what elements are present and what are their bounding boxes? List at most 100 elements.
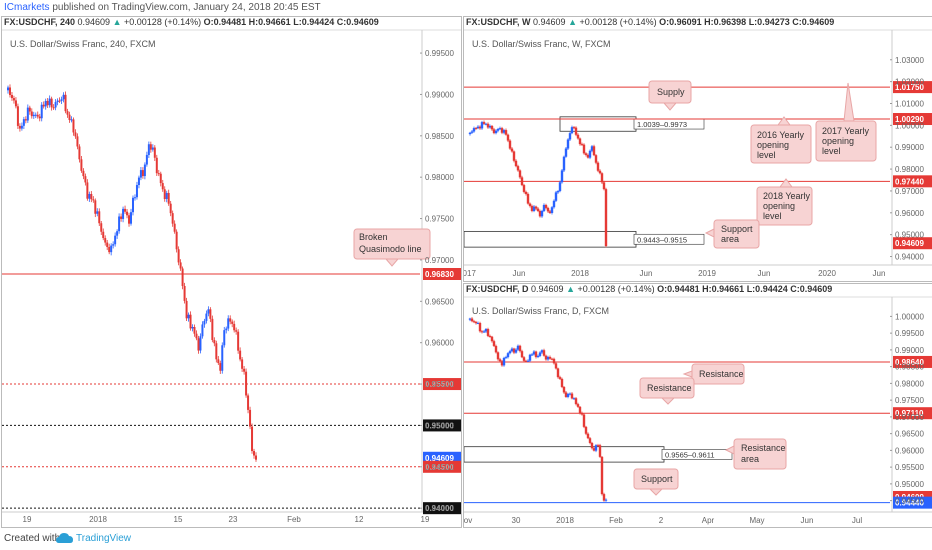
- change-value: +0.00128 (+0.14%): [577, 284, 655, 294]
- candle-body: [68, 114, 71, 120]
- candle-body: [578, 138, 582, 145]
- candle-body: [179, 262, 182, 269]
- published-text: published on TradingView.com, January 24…: [49, 2, 321, 13]
- x-tick-label: ov: [464, 516, 472, 525]
- zone-label-box: [661, 449, 733, 460]
- callout-text-line: area: [721, 234, 739, 244]
- candle-body: [153, 147, 156, 158]
- candle-body: [30, 111, 33, 117]
- candle-body: [566, 139, 570, 149]
- callout-broken-qm[interactable]: Broken Quasimodo line: [353, 228, 431, 267]
- candle-body: [76, 136, 79, 147]
- chart-panel-weekly[interactable]: FX:USDCHF, W 0.94609 ▲ +0.00128 (+0.14%)…: [463, 16, 932, 282]
- callout-2017-yearly[interactable]: 2017 Yearly opening level: [815, 82, 877, 162]
- candle-body: [128, 215, 131, 224]
- candle-body: [235, 330, 238, 332]
- price-tag: [893, 355, 932, 368]
- chart-panel-daily[interactable]: FX:USDCHF, D 0.94609 ▲ +0.00128 (+0.14%)…: [463, 283, 932, 528]
- price-tag: [893, 496, 932, 509]
- open-value: O:0.94481: [203, 17, 247, 27]
- candle-body: [480, 331, 484, 333]
- publisher-brand[interactable]: ICmarkets: [4, 2, 50, 13]
- callout-resistance-1[interactable]: Resistance: [682, 363, 745, 385]
- candle-body: [602, 494, 606, 501]
- candle-body: [558, 377, 562, 379]
- candle-body: [84, 176, 87, 183]
- candle-body: [201, 324, 204, 337]
- created-with-label: Created with: [4, 533, 61, 544]
- candle-body: [42, 104, 45, 107]
- candle-body: [602, 182, 606, 190]
- candle-body: [568, 133, 572, 140]
- price-tag-label: 1.01750: [895, 83, 924, 92]
- candle-body: [604, 499, 608, 501]
- candle-body: [486, 329, 490, 336]
- symbol-label[interactable]: FX:USDCHF, W: [466, 17, 531, 27]
- candle-body: [159, 173, 162, 184]
- change-value: +0.00128 (+0.14%): [124, 17, 202, 27]
- chart-svg-weekly[interactable]: U.S. Dollar/Swiss Franc, W, FXCM 1.0039–…: [464, 17, 932, 281]
- candle-body: [48, 98, 51, 106]
- candle-body: [564, 392, 568, 397]
- chart-panel-240[interactable]: FX:USDCHF, 240 0.94609 ▲ +0.00128 (+0.14…: [1, 16, 462, 528]
- candle-body: [526, 360, 530, 362]
- tradingview-cloud-icon[interactable]: [56, 531, 74, 545]
- chart-svg-daily[interactable]: U.S. Dollar/Swiss Franc, D, FXCM 0.9565–…: [464, 284, 932, 527]
- candle-body: [145, 154, 148, 165]
- callout-resistance-area[interactable]: Resistance area: [724, 438, 787, 470]
- symbol-label[interactable]: FX:USDCHF, 240: [4, 17, 76, 27]
- callout-supply[interactable]: Supply: [648, 80, 692, 111]
- candle-body: [588, 150, 592, 158]
- candle-body: [480, 122, 484, 129]
- chart-svg-240[interactable]: U.S. Dollar/Swiss Franc, 240, FXCM 0.968…: [2, 17, 461, 527]
- open-value: O:0.94481: [657, 284, 700, 294]
- candle-body: [231, 321, 234, 324]
- candle-body: [137, 177, 140, 186]
- y-tick-label: 0.95500: [895, 463, 924, 472]
- callout-text-line: Resistance: [699, 369, 744, 379]
- candle-body: [36, 114, 39, 117]
- tradingview-brand[interactable]: TradingView: [76, 533, 132, 544]
- candle-body: [544, 355, 548, 360]
- price-tag: [423, 419, 461, 432]
- candle-body: [498, 359, 502, 362]
- callout-text-line: Support: [641, 474, 673, 484]
- x-tick-label: Feb: [287, 515, 301, 524]
- candle-body: [548, 356, 552, 359]
- callout-2016-yearly[interactable]: 2016 Yearly opening level: [750, 116, 812, 164]
- candle-body: [56, 100, 59, 103]
- candle-body: [44, 100, 47, 107]
- callout-support-area[interactable]: Support area: [704, 219, 760, 249]
- candle-body: [478, 322, 482, 332]
- candle-body: [157, 173, 160, 175]
- candle-body: [8, 87, 11, 95]
- x-tick-label: 23: [229, 515, 238, 524]
- price-tag: [893, 237, 932, 250]
- candle-body: [492, 129, 496, 134]
- candle-body: [20, 125, 23, 129]
- candle-body: [552, 200, 556, 208]
- price-tag-label: 1.00290: [895, 115, 924, 124]
- candle-body: [500, 128, 504, 133]
- y-tick-label: 0.95500: [425, 380, 454, 389]
- candle-body: [482, 331, 486, 333]
- candle-body: [562, 156, 566, 171]
- callout-text-line: 2017 Yearly: [822, 126, 870, 136]
- callout-2018-yearly[interactable]: 2018 Yearly opening level: [756, 178, 813, 226]
- candle-body: [544, 204, 548, 208]
- candle-body: [546, 356, 550, 360]
- candle-body: [135, 185, 138, 198]
- candle-body: [518, 170, 522, 178]
- candle-body: [522, 185, 526, 192]
- price-tag-label: 0.95000: [425, 421, 454, 430]
- candle-body: [584, 153, 588, 155]
- callout-resistance-2[interactable]: Resistance: [639, 377, 695, 405]
- candle-body: [470, 131, 474, 133]
- candle-body: [70, 119, 73, 121]
- candle-body: [227, 318, 230, 329]
- y-tick-label: 1.00000: [895, 312, 924, 321]
- candle-body: [560, 378, 564, 387]
- callout-support[interactable]: Support: [633, 468, 679, 496]
- x-tick-label: 12: [355, 515, 364, 524]
- symbol-label[interactable]: FX:USDCHF, D: [466, 284, 529, 294]
